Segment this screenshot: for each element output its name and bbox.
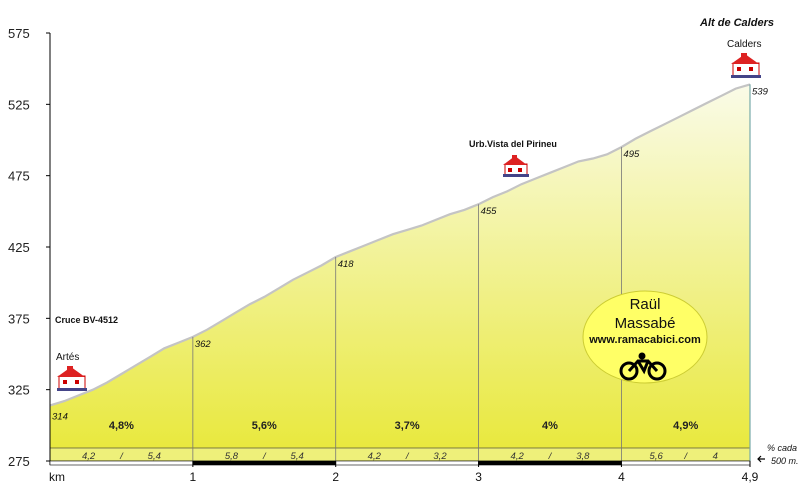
km-scale-bar [621,460,751,466]
y-tick-label: 525 [8,97,30,112]
x-tick-label: 2 [332,470,339,484]
y-tick-label: 425 [8,240,30,255]
altitude-label: 539 [752,86,769,97]
author-badge: Raül Massabé www.ramacabici.com [582,290,708,384]
sub-gradient-separator: / [548,451,553,462]
arrow-left-icon [757,455,765,463]
x-axis: 1 2 3 4 4,9 [49,460,759,484]
y-axis: 275 325 375 425 475 525 575 [8,26,51,469]
altitude-label: 455 [481,206,498,217]
sub-gradient-value: 5,8 [225,451,239,462]
sub-gradient-value: 3,8 [576,451,590,462]
place-artes: Artés [56,352,79,363]
author-name-line2: Massabé [615,315,676,332]
altitude-label: 495 [623,149,640,160]
sub-gradient-separator: / [405,451,410,462]
segment-gradient: 3,7% [395,420,420,432]
place-urb-vista-del-pirineu: Urb.Vista del Pirineu [469,139,557,149]
sub-gradient-value: 4,2 [82,451,96,462]
y-tick-label: 375 [8,311,30,326]
author-name-line1: Raül [630,296,661,313]
sub-gradient-note-line1: % cada [767,443,797,453]
km-marker-lines [192,84,751,461]
y-tick-label: 575 [8,26,30,41]
segment-gradient: 4,8% [109,420,134,432]
x-tick-label: 3 [475,470,482,484]
km-scale-bar [192,460,337,466]
x-tick-label: 1 [190,470,197,484]
x-tick-label: 4,9 [742,470,759,484]
sub-gradient-note-line2: 500 m. [771,456,799,466]
sub-gradient-labels: 4,2 / 5,4 5,8 / 5,4 4,2 / 3,2 4,2 / 3,8 5,6 / 4 [82,451,718,462]
chart-title: Alt de Calders [699,17,774,29]
sub-gradient-value: 5,4 [148,451,161,462]
segment-gradient: 4,9% [673,420,698,432]
y-tick-label: 275 [8,454,30,469]
altitude-labels: 314 362 418 455 495 539 [52,86,769,422]
altitude-label: 314 [52,411,68,422]
altitude-label: 418 [338,259,355,270]
place-cruce-bv-4512: Cruce BV-4512 [55,315,118,325]
sub-gradient-value: 4,2 [368,451,382,462]
y-tick-label: 475 [8,169,30,184]
sub-gradient-separator: / [119,451,124,462]
x-tick-label: 4 [618,470,625,484]
elevation-profile-line [49,83,751,407]
km-scale-bar [478,460,622,466]
km-scale-bar [49,460,194,466]
segment-gradient: 5,6% [252,420,277,432]
town-icon [503,155,529,177]
segment-gradient-labels: 4,8% 5,6% 3,7% 4% 4,9% [109,420,699,432]
elevation-area [50,84,750,462]
sub-gradient-value: 5,6 [650,451,664,462]
bicycle-icon [619,352,667,381]
place-calders: Calders [727,39,761,50]
sub-gradient-separator: / [262,451,267,462]
sub-gradient-value: 3,2 [433,451,447,462]
author-website: www.ramacabici.com [588,334,701,346]
sub-gradient-separator: / [683,451,688,462]
km-scale-bar [335,460,479,466]
segment-gradient: 4% [542,420,558,432]
town-icon [731,53,761,78]
x-axis-unit-label: km [49,470,65,484]
sub-gradient-value: 4 [713,451,718,462]
y-tick-label: 325 [8,383,30,398]
sub-gradient-value: 5,4 [291,451,304,462]
sub-gradient-value: 4,2 [511,451,525,462]
altitude-label: 362 [195,339,212,350]
town-icon [57,366,87,391]
